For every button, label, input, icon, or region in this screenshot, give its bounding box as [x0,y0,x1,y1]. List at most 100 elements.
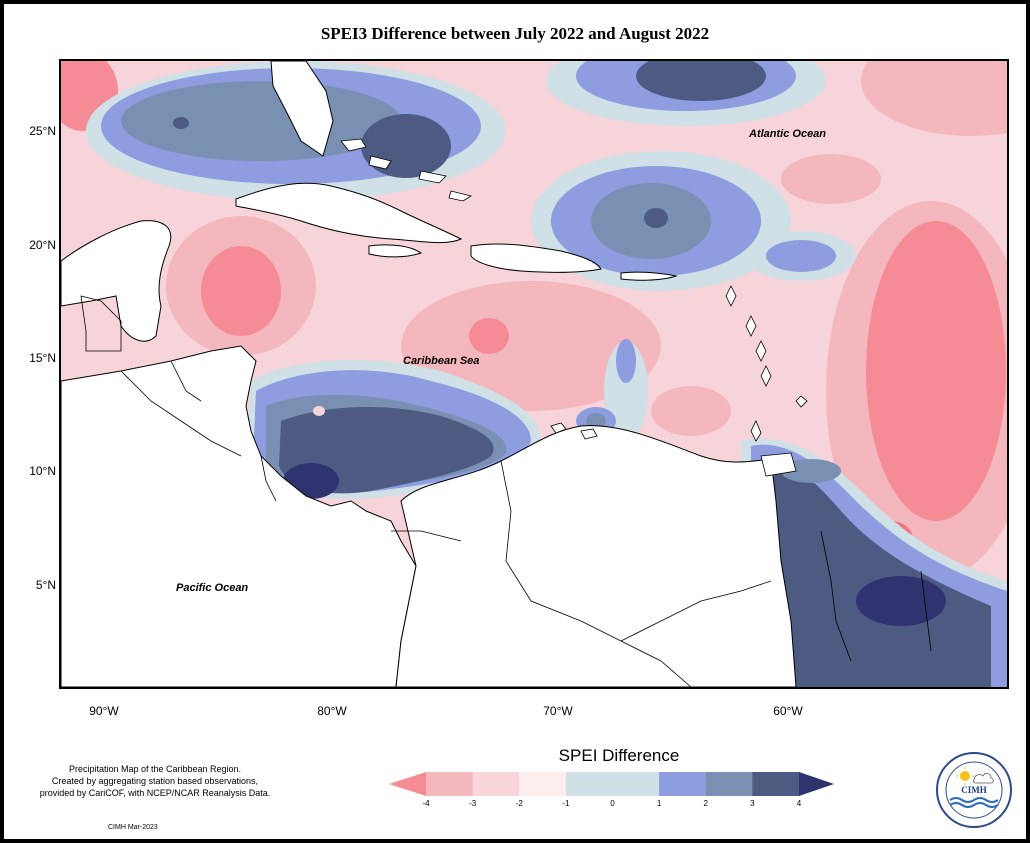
border-panama-colombia [391,530,462,542]
legend-tick-label: 3 [750,799,755,808]
legend-swatch-1 [472,772,520,796]
legend-tick-label: -2 [515,799,523,808]
aruba-wet-core [586,413,606,429]
pacific-ocean-label: Pacific Ocean [176,582,249,594]
bahamas-wet-mid [121,81,401,161]
northeast-dry [861,61,1007,136]
north-atlantic-wet-core [636,61,766,101]
dry-spot-inside-wet [313,406,325,416]
turks-caicos [448,190,473,202]
legend-swatch-below-min [389,772,426,796]
st-lucia [760,365,772,387]
wave-icon [949,797,999,803]
map-sheet: SPEI3 Difference between July 2022 and A… [4,4,1026,839]
bahamas-island-3 [418,170,447,184]
aruba [550,422,567,434]
border-suriname [920,570,932,652]
guianas-wet-peak [856,576,946,626]
barbados [795,395,808,408]
antigua [725,285,737,307]
legend-colorbar [389,772,834,796]
country-borders [80,295,932,687]
legend-swatch-3 [565,772,613,796]
legend-title: SPEI Difference [558,746,680,765]
venezuela-coast-wet-outer [604,341,648,441]
legend-swatch-6 [705,772,753,796]
legend-swatch-above-max [799,772,834,796]
trinidad [760,452,797,477]
legend-tick-label: 0 [610,799,615,808]
lesser-antilles-wet [766,240,836,272]
credit-text: Precipitation Map of the Caribbean Regio… [10,763,300,799]
east-atlantic-core-dry [866,221,1006,521]
puerto-rico [620,271,678,281]
legend-swatch-4 [612,772,660,796]
atlantic-ocean-label: Atlantic Ocean [749,128,827,140]
legend-swatches [389,772,834,796]
dry-spot-central [469,318,509,354]
lon-label-60w: 60°W [773,704,803,718]
grenada [750,420,762,442]
border-venezuela-brazil [620,580,772,642]
credit-date: CIMH Mar-2023 [108,824,158,831]
cloud-icon [973,773,994,784]
small-islands [340,138,808,477]
lon-label-70w: 70°W [543,704,573,718]
border-colombia-venezuela [500,460,692,687]
lat-label-5n: 5°N [35,578,56,592]
credit-line-2: Created by aggregating station based obs… [51,776,259,786]
legend-tick-label: -4 [422,799,430,808]
yucatan [61,220,172,342]
trinidad-wet [781,459,841,483]
lat-label-10n: 10°N [29,464,56,478]
lat-label-25n: 25°N [29,124,56,138]
legend-tick-label: 4 [796,799,802,808]
lon-label-90w: 90°W [89,704,119,718]
border-guyana [820,530,852,662]
cuba [235,182,463,244]
red-anomaly-zones [61,61,1007,581]
legend-swatch-7 [752,772,800,796]
spei-map [61,61,1007,687]
jamaica [368,244,423,258]
southeast-caribbean-dry [651,386,731,436]
venezuela-coast-wet [616,339,636,383]
bahamas-wet-core [361,114,451,178]
hispaniola [470,243,602,273]
logo-abbr: CIMH [961,785,987,795]
legend-tick-label: 2 [703,799,708,808]
legend-tick-label: -1 [562,799,570,808]
guianas-wet-core [761,460,991,687]
central-caribbean-dry [401,281,661,411]
border-honduras [120,370,242,457]
central-atlantic-wet-core [644,208,668,228]
cimh-logo [936,752,1012,828]
legend-tick-label: 1 [656,799,662,808]
florida [270,61,334,157]
lat-label-20n: 20°N [29,238,56,252]
credit-line-1: Precipitation Map of the Caribbean Regio… [68,764,242,774]
credit-line-3: provided by CariCOF, with NCEP/NCAR Rean… [39,788,271,798]
sun-icon [960,771,970,781]
legend-swatch-0 [426,772,474,796]
border-mexico-belize [80,295,122,352]
caribbean-sea-label: Caribbean Sea [403,355,480,367]
sun-rays-icon [956,767,974,785]
border-guatemala [170,360,202,402]
lon-label-80w: 80°W [317,704,347,718]
atlantic-dry-patch [781,154,881,204]
bahamas-island-2 [368,155,392,170]
martinique [755,340,767,362]
land-masses [61,61,797,687]
wave-icon-2 [949,802,999,808]
curacao [580,428,598,440]
bahamas-island-1 [340,138,367,152]
border-nicaragua [260,455,277,502]
map-plot-area[interactable]: Atlantic Ocean Caribbean Sea Pacific Oce… [59,59,1009,689]
legend-tick-label: -3 [469,799,477,808]
legend-swatch-2 [519,772,567,796]
guadeloupe [745,315,757,337]
western-caribbean-core [201,246,281,336]
lat-label-15n: 15°N [29,351,56,365]
map-title: SPEI3 Difference between July 2022 and A… [320,24,710,43]
